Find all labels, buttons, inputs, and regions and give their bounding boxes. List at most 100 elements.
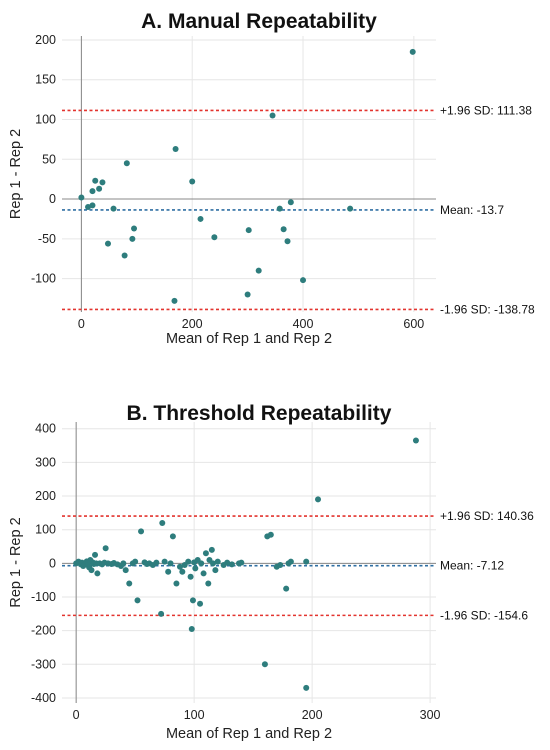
data-point: [287, 558, 294, 565]
y-tick-label: -200: [31, 624, 56, 638]
y-tick-label: -100: [31, 272, 56, 286]
data-point: [99, 179, 106, 186]
data-point: [173, 580, 180, 587]
data-point: [189, 178, 196, 185]
y-tick-label: 200: [35, 489, 56, 503]
data-point: [123, 160, 130, 167]
data-point: [189, 597, 196, 604]
mean-label: Mean: -7.12: [440, 559, 504, 573]
lower-limit-label: -1.96 SD: -154.6: [440, 608, 528, 622]
data-point: [104, 240, 111, 247]
data-point: [214, 558, 221, 565]
x-axis-label: Mean of Rep 1 and Rep 2: [166, 726, 332, 742]
chart-title: B. Threshold Repeatability: [127, 402, 392, 425]
data-point: [92, 551, 99, 558]
data-point: [277, 562, 284, 569]
data-point: [165, 568, 172, 575]
y-tick-label: 0: [49, 556, 56, 570]
x-tick-label: 0: [73, 708, 80, 722]
data-point: [412, 437, 419, 444]
y-tick-label: -400: [31, 691, 56, 705]
data-point: [238, 559, 245, 566]
data-point: [120, 560, 127, 567]
data-point: [198, 560, 205, 567]
data-point: [153, 559, 160, 566]
y-tick-label: 100: [35, 523, 56, 537]
data-point: [96, 185, 103, 192]
data-point: [245, 227, 252, 234]
data-point: [280, 226, 287, 233]
data-point: [78, 194, 85, 201]
data-point: [185, 558, 192, 565]
data-point: [202, 550, 209, 557]
chart-title: A. Manual Repeatability: [141, 10, 377, 33]
data-point: [171, 297, 178, 304]
x-axis-label: Mean of Rep 1 and Rep 2: [166, 331, 332, 347]
data-point: [134, 597, 141, 604]
data-point: [283, 585, 290, 592]
data-point: [161, 558, 168, 565]
y-tick-label: 50: [42, 152, 56, 166]
y-tick-label: 400: [35, 422, 56, 436]
data-point: [244, 291, 251, 298]
data-point: [197, 600, 204, 607]
data-point: [287, 199, 294, 206]
data-point: [303, 684, 310, 691]
x-tick-label: 200: [182, 317, 203, 331]
x-tick-label: 300: [420, 708, 441, 722]
upper-limit-label: +1.96 SD: 140.36: [440, 509, 534, 523]
data-point: [129, 235, 136, 242]
data-point: [284, 238, 291, 245]
data-point: [255, 267, 262, 274]
data-point: [261, 661, 268, 668]
upper-limit-label: +1.96 SD: 111.38: [440, 103, 532, 117]
data-point: [188, 625, 195, 632]
y-axis-label: Rep 1 - Rep 2: [8, 517, 24, 607]
data-point: [224, 559, 231, 566]
manual-repeatability-panel: A. Manual Repeatability 0 200 400 600 -100 -50…: [8, 10, 535, 347]
x-tick-label: 200: [302, 708, 323, 722]
y-tick-label: 150: [35, 73, 56, 87]
data-point: [228, 561, 235, 568]
data-point: [267, 531, 274, 538]
data-point: [176, 563, 183, 570]
data-point: [315, 496, 322, 503]
data-point: [211, 234, 218, 241]
data-point: [276, 205, 283, 212]
data-point: [300, 277, 307, 284]
x-tick-label: 0: [78, 317, 85, 331]
data-point: [200, 570, 207, 577]
y-tick-label: 200: [35, 33, 56, 47]
data-point: [94, 570, 101, 577]
data-point: [121, 252, 128, 259]
data-point: [212, 567, 219, 574]
data-point: [122, 567, 129, 574]
threshold-repeatability-panel: B. Threshold Repeatability 0 100 200 300 -400…: [8, 402, 534, 742]
data-point: [197, 215, 204, 222]
data-point: [210, 560, 217, 567]
data-point: [179, 568, 186, 575]
x-tick-label: 400: [293, 317, 314, 331]
data-point: [92, 177, 99, 184]
data-point: [187, 573, 194, 580]
data-point: [409, 48, 416, 55]
y-tick-label: 100: [35, 113, 56, 127]
data-point: [347, 205, 354, 212]
data-point: [102, 545, 109, 552]
y-tick-label: -300: [31, 657, 56, 671]
data-point: [208, 546, 215, 553]
y-tick-label: 300: [35, 455, 56, 469]
x-tick-label: 100: [184, 708, 205, 722]
y-tick-label: -100: [31, 590, 56, 604]
data-point: [138, 528, 145, 535]
data-point: [89, 188, 96, 195]
data-point: [126, 580, 133, 587]
x-tick-label: 600: [403, 317, 424, 331]
data-point: [89, 202, 96, 209]
data-point: [169, 533, 176, 540]
data-point: [172, 145, 179, 152]
data-point: [132, 558, 139, 565]
data-point: [303, 558, 310, 565]
data-point: [158, 610, 165, 617]
